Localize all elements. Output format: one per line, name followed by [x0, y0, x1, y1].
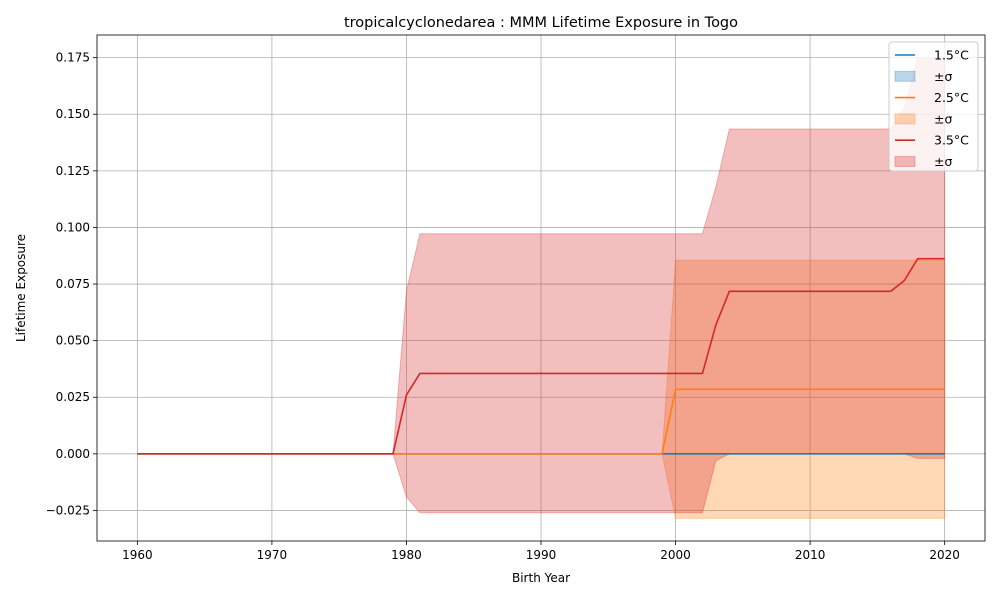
legend-label: 2.5°C [934, 90, 969, 105]
x-tick-label: 2010 [795, 548, 826, 562]
y-tick-label: 0.175 [56, 51, 90, 65]
x-tick-label: 2020 [929, 548, 960, 562]
y-tick-label: 0.000 [56, 447, 90, 461]
legend: 1.5°C ±σ 2.5°C ±σ 3.5°C ±σ [888, 41, 979, 172]
y-axis-title: Lifetime Exposure [14, 234, 28, 342]
legend-label: ±σ [934, 154, 952, 169]
y-tick-label: 0.100 [56, 220, 90, 234]
y-tick-label: −0.025 [46, 503, 90, 517]
x-tick-label: 2000 [660, 548, 691, 562]
y-axis-ticks: −0.025 0.000 0.025 0.050 0.075 0.100 0.125 0.15… [46, 51, 97, 517]
legend-label: ±σ [934, 111, 952, 126]
y-tick-label: 0.025 [56, 390, 90, 404]
x-axis-title: Birth Year [512, 571, 570, 585]
series-line-3 [137, 257, 945, 455]
legend-band-swatch [894, 113, 916, 125]
x-tick-label: 1960 [122, 548, 153, 562]
x-tick-label: 1970 [257, 548, 288, 562]
y-tick-label: 0.075 [56, 277, 90, 291]
legend-box [888, 41, 979, 172]
x-tick-label: 1980 [391, 548, 422, 562]
legend-band-swatch [894, 70, 916, 82]
legend-label: 1.5°C [934, 48, 969, 63]
legend-band-swatch [894, 156, 916, 167]
y-tick-label: 0.150 [56, 107, 90, 121]
x-axis-ticks: 1960 1970 1980 1990 2000 2010 2020 [122, 541, 960, 562]
y-tick-label: 0.050 [56, 334, 90, 348]
chart-title: tropicalcyclonedarea : MMM Lifetime Expo… [344, 15, 738, 31]
series-lines [137, 257, 945, 455]
legend-label: 3.5°C [934, 133, 969, 148]
series-line-2 [137, 388, 945, 455]
legend-label: ±σ [934, 69, 952, 84]
y-tick-label: 0.125 [56, 164, 90, 178]
x-tick-label: 1990 [526, 548, 557, 562]
